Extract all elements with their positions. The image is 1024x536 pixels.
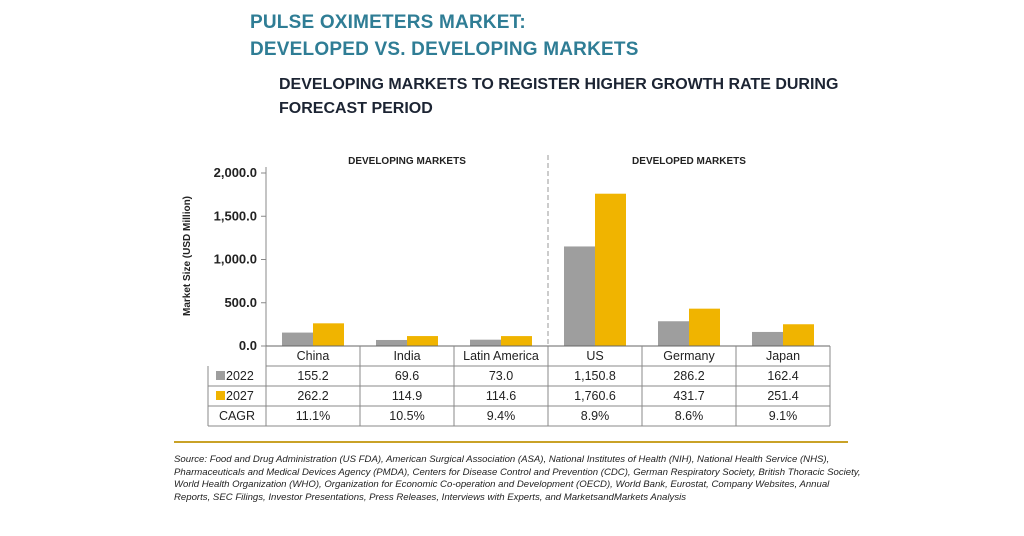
bar-chart: 0.0 500.0 1,000.0 1,500.0 2,000.0 Market Size… [182,155,831,427]
y-tick-label: 0.0 [239,338,257,353]
y-tick-label: 2,000.0 [214,165,257,180]
source-note: Source: Food and Drug Administration (US… [174,454,861,503]
x-tick-label: Latin America [463,349,539,363]
cagr-value: 11.1% [296,409,331,423]
source-divider [174,441,848,443]
y-axis-title: Market Size (USD Million) [182,196,193,316]
bar-2027-us [595,193,626,346]
y-tick-label: 500.0 [224,295,257,310]
bar-2022-us [564,246,595,346]
cagr-value: 8.9% [581,409,610,423]
cagr-row-label: CAGR [219,409,255,423]
chart-title-line-2: DEVELOPED VS. DEVELOPING MARKETS [250,39,639,60]
data-label: 1,760.6 [574,389,616,403]
data-label: 262.2 [297,389,328,403]
legend-label-2022: 2022 [226,369,254,383]
data-label: 251.4 [767,389,798,403]
y-tick-label: 1,500.0 [214,208,257,223]
x-tick-label: US [586,349,603,363]
cagr-value: 8.6% [675,409,704,423]
data-label: 114.9 [392,389,422,403]
bar-2027-india [407,336,438,346]
legend-swatch-2027 [216,391,225,400]
data-label: 73.0 [489,369,513,383]
cagr-value: 9.1% [769,409,798,423]
data-label: 114.6 [486,389,516,403]
group-label: DEVELOPING MARKETS [348,156,466,167]
bar-2027-japan [783,324,814,346]
data-label: 286.2 [673,369,704,383]
legend-swatch-2022 [216,371,225,380]
cagr-value: 10.5% [389,409,424,423]
data-label: 69.6 [395,369,419,383]
data-label: 1,150.8 [574,369,616,383]
bar-2022-germany [658,321,689,346]
cagr-value: 9.4% [487,409,516,423]
bar-2022-india [376,339,407,346]
group-label: DEVELOPED MARKETS [632,156,746,167]
x-tick-label: China [297,349,330,363]
chart-title-line-1: PULSE OXIMETERS MARKET: [250,12,526,33]
bar-2022-japan [752,331,783,346]
data-label: 431.7 [673,389,704,403]
bar-2027-latin-america [501,336,532,346]
x-tick-label: India [393,349,420,363]
y-tick-label: 1,000.0 [214,252,257,267]
bar-2022-latin-america [470,339,501,346]
bar-2022-china [282,332,313,346]
legend-label-2027: 2027 [226,389,254,403]
bar-2027-china [313,323,344,346]
data-label: 162.4 [767,369,798,383]
bar-2027-germany [689,308,720,346]
data-label: 155.2 [297,369,328,383]
x-tick-label: Germany [663,349,715,363]
x-tick-label: Japan [766,349,800,363]
chart-subtitle: DEVELOPING MARKETS TO REGISTER HIGHER GR… [279,76,839,117]
